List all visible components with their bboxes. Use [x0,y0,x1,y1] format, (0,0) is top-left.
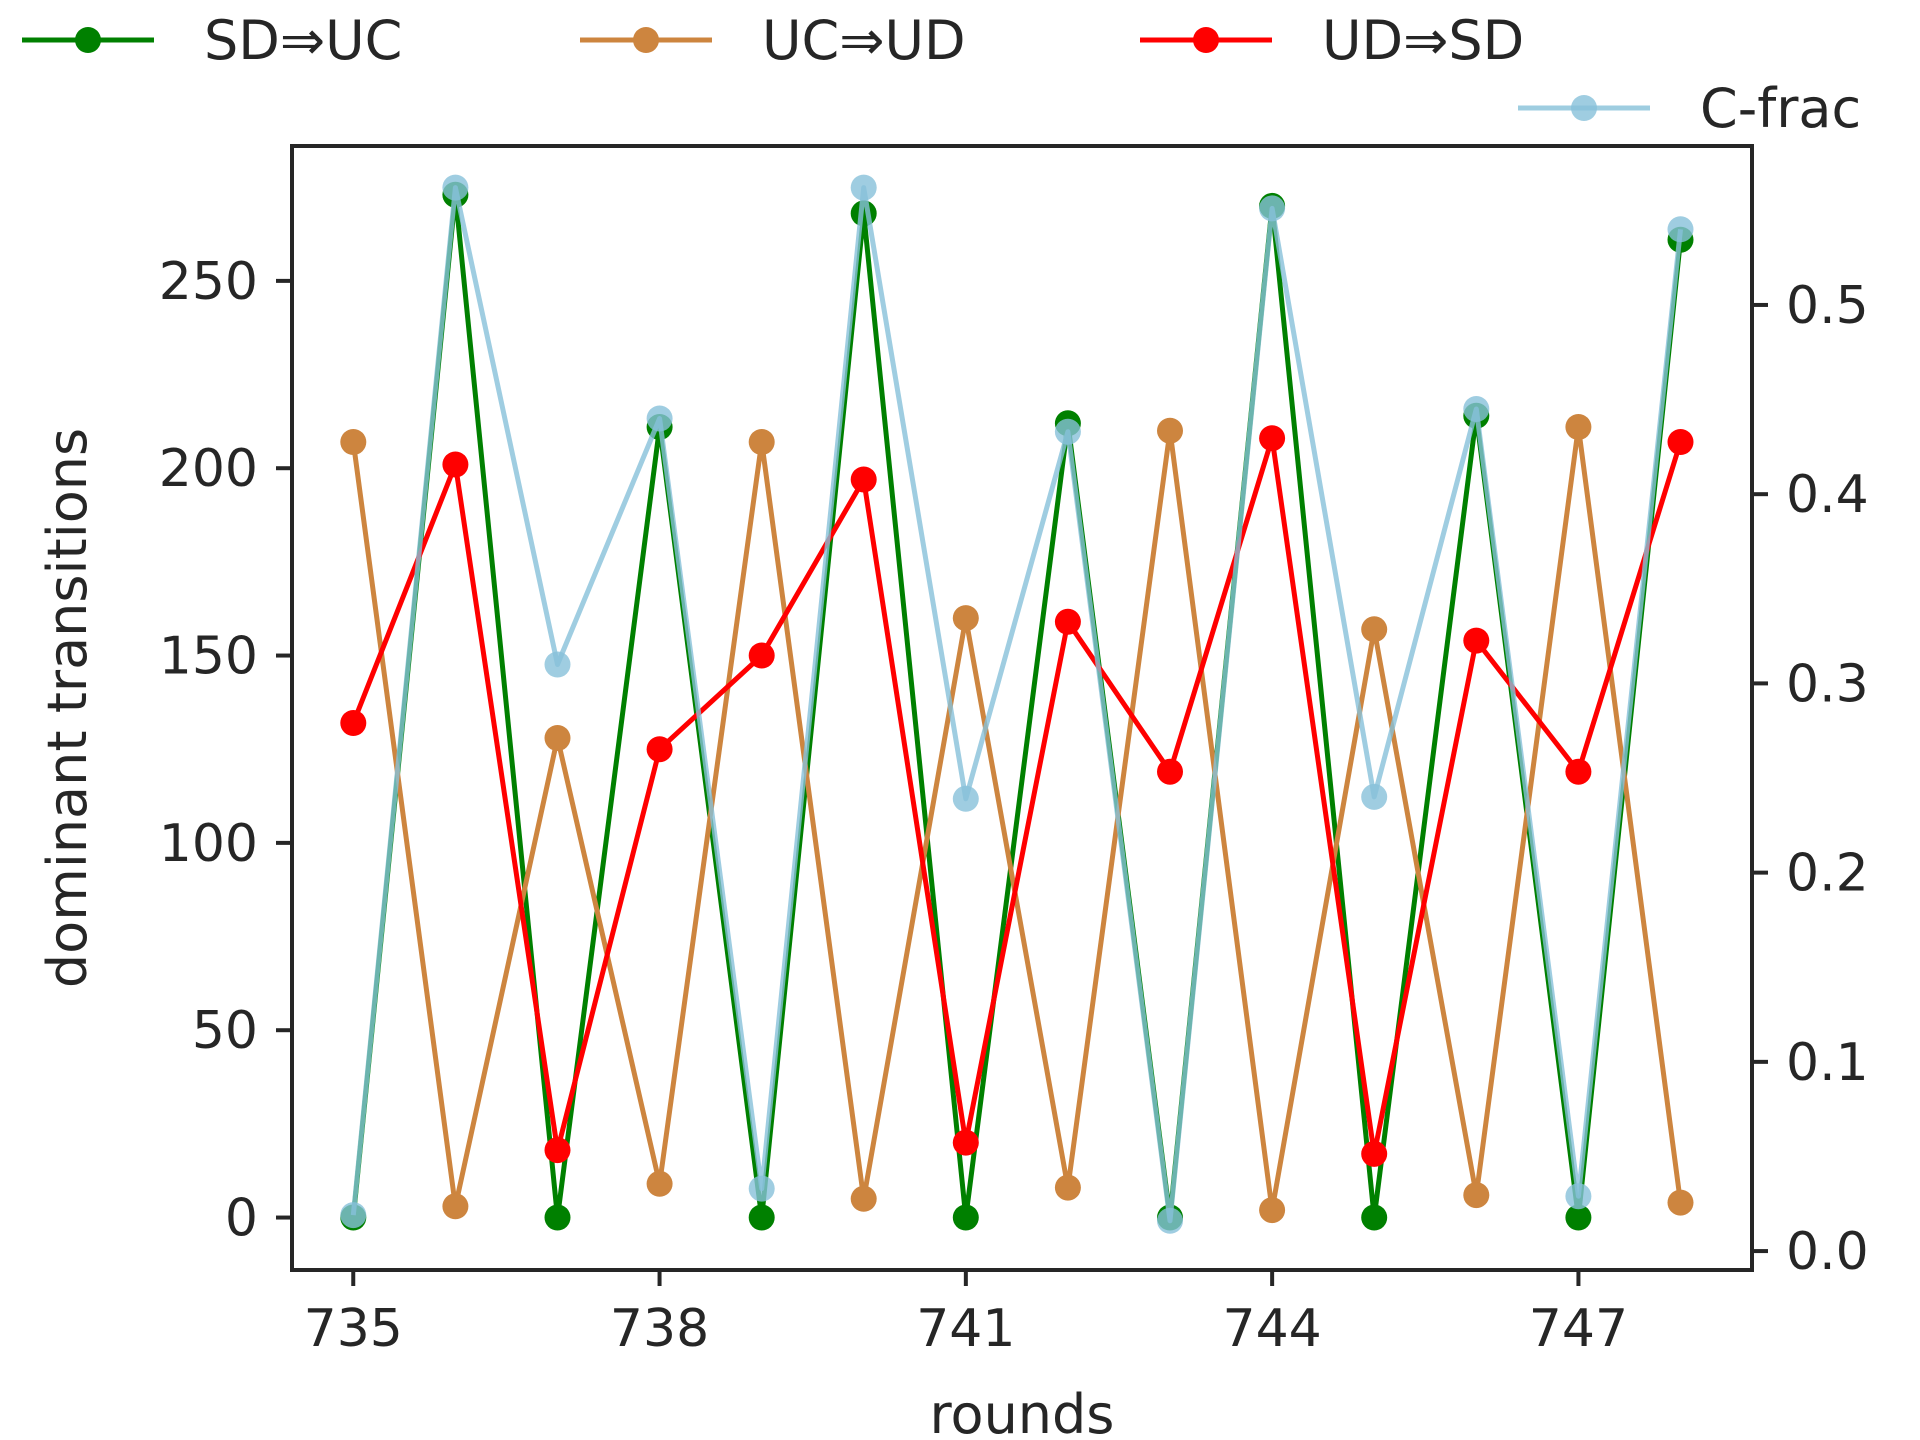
x-tick-label-1: 738 [610,1299,709,1359]
series-line-3 [350,185,1683,1224]
data-point-2-9 [1259,425,1286,452]
y-left-tick-label-3: 150 [159,627,258,687]
series-line-1 [350,424,1683,1213]
y-right-tick-label-1: 0.1 [1786,1033,1869,1093]
x-tick-label-4: 747 [1529,1299,1628,1359]
y-axis-title: dominant transitions [36,428,99,988]
data-point-1-3 [646,1170,673,1197]
data-point-1-2 [544,725,571,751]
data-point-0-6 [952,1204,979,1231]
series-layer [340,174,1694,1234]
axes-layer: 735 738 741 744 747 0 50 100 150 200 250 0.0 0.1 0.2 0… [159,252,1869,1359]
data-point-3-13 [1667,216,1694,243]
data-point-1-4 [748,429,775,455]
y-left-tick-label-0: 0 [225,1189,258,1249]
legend-label-0: SD⇒UC [204,9,402,72]
data-point-3-0 [340,1202,367,1229]
data-point-3-12 [1565,1183,1592,1210]
data-point-1-12 [1565,414,1592,440]
series-2 [340,425,1694,1167]
legend-item-2: UD⇒SD [1140,9,1524,72]
data-point-3-9 [1259,195,1286,222]
data-point-2-0 [340,710,367,736]
data-point-3-8 [1157,1207,1183,1234]
legend-label-2: UD⇒SD [1322,9,1524,72]
data-point-3-1 [442,174,469,201]
data-point-2-4 [748,642,775,669]
data-point-0-4 [748,1204,775,1231]
y-left-tick-label-5: 250 [159,252,258,312]
x-tick-label-0: 735 [304,1299,403,1359]
legend-item-3: C-frac [1518,77,1861,140]
y-left-tick-label-2: 100 [159,814,258,874]
y-right-tick-label-5: 0.5 [1786,276,1869,336]
series-line-0 [350,192,1683,1220]
legend-marker-2 [1193,27,1219,53]
data-point-2-7 [1054,608,1081,635]
data-point-3-3 [646,405,673,432]
data-point-0-10 [1361,1204,1388,1231]
data-point-1-9 [1259,1197,1286,1224]
data-point-0-2 [544,1204,571,1231]
series-3 [340,174,1694,1234]
data-point-2-8 [1157,758,1183,785]
y-right-tick-label-3: 0.3 [1786,654,1869,714]
data-point-2-5 [850,466,877,493]
data-point-3-5 [850,174,877,201]
x-tick-label-3: 744 [1223,1299,1322,1359]
data-point-3-4 [748,1175,775,1202]
y-right-tick-label-0: 0.0 [1786,1222,1869,1282]
legend-item-0: SD⇒UC [22,9,402,72]
data-point-2-3 [646,736,673,763]
data-point-3-10 [1361,783,1388,810]
y-right-tick-label-2: 0.2 [1786,844,1869,904]
legend-label-1: UC⇒UD [762,9,966,72]
data-point-1-0 [340,429,367,455]
data-point-2-10 [1361,1140,1388,1167]
data-point-3-2 [544,651,571,678]
series-line-2 [350,435,1683,1157]
x-axis-title: rounds [930,1383,1115,1440]
legend-marker-0 [75,27,101,53]
data-point-1-13 [1667,1189,1694,1216]
data-point-2-12 [1565,758,1592,785]
data-point-1-7 [1054,1174,1081,1201]
data-point-2-2 [544,1137,571,1164]
data-point-1-5 [850,1185,877,1212]
series-1 [340,414,1694,1224]
legend: SD⇒UC UC⇒UD UD⇒SD C-frac [22,9,1861,140]
data-point-2-11 [1463,627,1490,654]
plot-frame [290,144,1754,1272]
legend-label-3: C-frac [1700,77,1861,140]
legend-marker-3 [1571,95,1597,121]
y-left-tick-label-1: 50 [192,1001,258,1061]
legend-marker-1 [633,27,659,53]
data-point-3-6 [952,785,979,812]
data-point-1-11 [1463,1182,1490,1209]
data-point-2-1 [442,451,469,478]
data-point-2-6 [952,1129,979,1156]
y-left-tick-label-4: 200 [159,439,258,499]
data-point-0-12 [1565,1204,1592,1231]
data-point-3-7 [1054,418,1081,445]
legend-item-1: UC⇒UD [580,9,966,72]
x-tick-label-2: 741 [916,1299,1015,1359]
y-right-tick-label-4: 0.4 [1786,465,1869,525]
data-point-1-8 [1157,417,1183,444]
data-point-2-13 [1667,429,1694,455]
data-point-1-1 [442,1193,469,1220]
data-point-3-11 [1463,396,1490,422]
data-point-1-6 [952,605,979,632]
data-point-1-10 [1361,616,1388,643]
